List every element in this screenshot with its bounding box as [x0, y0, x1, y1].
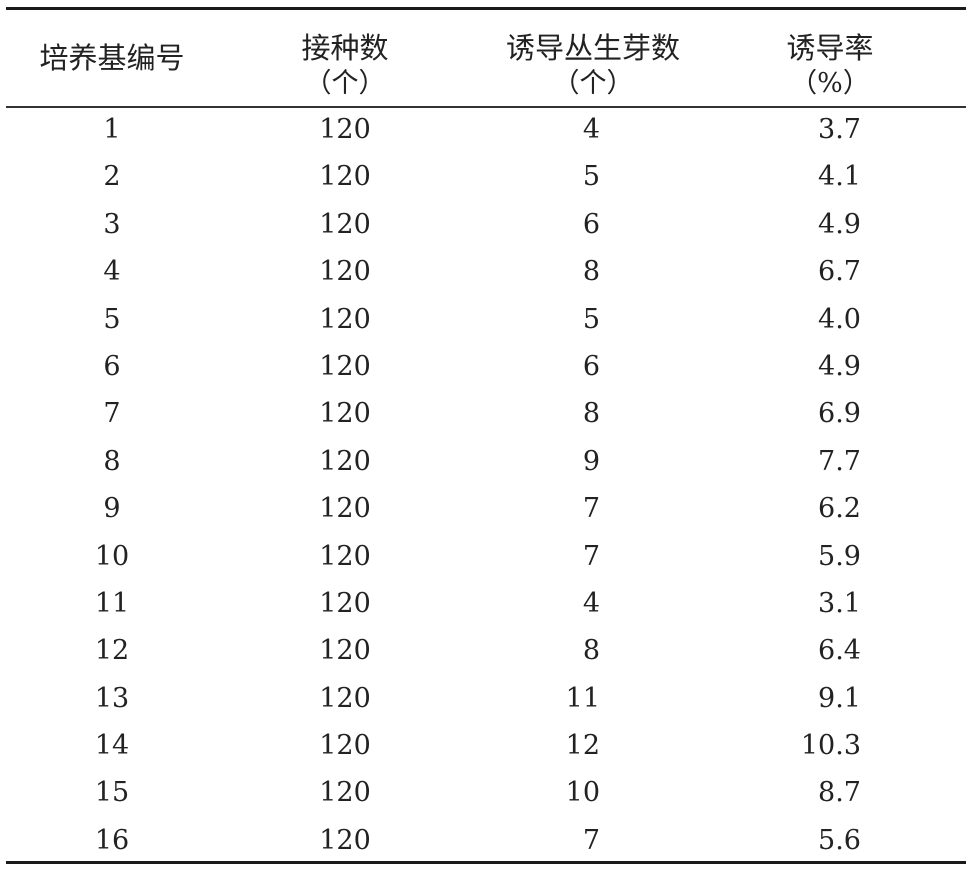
- table-body: 1 120 4 3.7 2 120 5 4.1 3 120 6 4.9 4 120 8 6.7 5 120 5 4.0…: [0, 108, 976, 866]
- cell-medium-number: 3: [103, 208, 121, 240]
- cell-medium-number: 15: [94, 777, 130, 809]
- cell-medium-number: 11: [94, 587, 130, 619]
- cell-inoculation-count: 120: [319, 161, 371, 193]
- cell-induced-shoots: 6: [582, 208, 600, 240]
- cell-medium-number: 2: [103, 161, 121, 193]
- cell-medium-number: 5: [103, 303, 121, 335]
- cell-inoculation-count: 120: [319, 540, 371, 572]
- cell-induction-rate: 3.7: [818, 114, 861, 145]
- cell-induction-rate: 4.9: [818, 208, 861, 240]
- header-induction-rate: 诱导率 （%）: [740, 30, 920, 102]
- cell-induction-rate: 8.7: [818, 777, 861, 809]
- cell-induction-rate: 3.1: [818, 587, 861, 619]
- cell-induced-shoots: 4: [582, 114, 600, 145]
- cell-medium-number: 9: [103, 493, 121, 525]
- cell-medium-number: 8: [103, 445, 121, 477]
- table-row: 13 120 11 9.1: [0, 677, 976, 724]
- cell-medium-number: 13: [94, 682, 130, 714]
- cell-medium-number: 6: [103, 350, 121, 382]
- cell-inoculation-count: 120: [319, 303, 371, 335]
- cell-inoculation-count: 120: [319, 114, 371, 145]
- cell-inoculation-count: 120: [319, 587, 371, 619]
- cell-induced-shoots: 11: [565, 682, 600, 714]
- header-unit: （个）: [552, 68, 634, 99]
- table-row: 10 120 7 5.9: [0, 535, 976, 582]
- cell-induced-shoots: 5: [582, 303, 600, 335]
- table-row: 4 120 8 6.7: [0, 250, 976, 297]
- cell-induced-shoots: 8: [582, 635, 600, 667]
- header-inoculation-count: 接种数 （个）: [245, 30, 445, 102]
- header-induced-shoots: 诱导丛生芽数 （个）: [473, 30, 713, 102]
- cell-induction-rate: 5.6: [818, 824, 861, 856]
- header-unit: （%）: [790, 68, 870, 99]
- cell-medium-number: 16: [94, 824, 130, 856]
- header-medium-number: 培养基编号: [12, 40, 212, 76]
- cell-induced-shoots: 7: [582, 824, 600, 856]
- cell-induced-shoots: 6: [582, 350, 600, 382]
- table-bottom-rule: [6, 861, 966, 864]
- cell-induced-shoots: 12: [565, 730, 600, 762]
- cell-inoculation-count: 120: [319, 350, 371, 382]
- cell-inoculation-count: 120: [319, 635, 371, 667]
- cell-induction-rate: 4.0: [818, 303, 861, 335]
- cell-induced-shoots: 5: [582, 161, 600, 193]
- cell-inoculation-count: 120: [319, 398, 371, 430]
- cell-inoculation-count: 120: [319, 777, 371, 809]
- cell-medium-number: 10: [94, 540, 130, 572]
- cell-inoculation-count: 120: [319, 256, 371, 288]
- cell-induced-shoots: 7: [582, 493, 600, 525]
- table-row: 14 120 12 10.3: [0, 724, 976, 771]
- table-header: 培养基编号 接种数 （个） 诱导丛生芽数 （个） 诱导率 （%）: [0, 10, 976, 106]
- header-label: 接种数: [301, 31, 389, 65]
- table-row: 8 120 9 7.7: [0, 440, 976, 487]
- table-row: 16 120 7 5.6: [0, 819, 976, 866]
- cell-medium-number: 14: [94, 730, 130, 762]
- cell-induced-shoots: 10: [565, 777, 600, 809]
- header-label: 培养基编号: [39, 41, 185, 75]
- cell-induction-rate: 4.9: [818, 350, 861, 382]
- cell-inoculation-count: 120: [319, 493, 371, 525]
- cell-induced-shoots: 9: [582, 445, 600, 477]
- cell-induction-rate: 6.2: [818, 493, 861, 525]
- cell-inoculation-count: 120: [319, 730, 371, 762]
- cell-induced-shoots: 8: [582, 398, 600, 430]
- cell-induction-rate: 6.4: [818, 635, 861, 667]
- cell-induction-rate: 9.1: [818, 682, 861, 714]
- cell-induction-rate: 4.1: [818, 161, 861, 193]
- table-header-rule: [6, 106, 966, 108]
- cell-medium-number: 4: [103, 256, 121, 288]
- table-row: 2 120 5 4.1: [0, 155, 976, 202]
- cell-induction-rate: 6.9: [818, 398, 861, 430]
- cell-inoculation-count: 120: [319, 208, 371, 240]
- table-row: 1 120 4 3.7: [0, 108, 976, 155]
- table-top-rule: [6, 7, 966, 10]
- cell-induced-shoots: 8: [582, 256, 600, 288]
- table-row: 12 120 8 6.4: [0, 629, 976, 676]
- cell-induction-rate: 5.9: [818, 540, 861, 572]
- header-label: 诱导丛生芽数: [505, 31, 680, 65]
- cell-medium-number: 7: [103, 398, 121, 430]
- table-row: 11 120 4 3.1: [0, 582, 976, 629]
- cell-induction-rate: 7.7: [818, 445, 861, 477]
- cell-induced-shoots: 7: [582, 540, 600, 572]
- table-row: 3 120 6 4.9: [0, 203, 976, 250]
- cell-medium-number: 12: [94, 635, 130, 667]
- cell-induction-rate: 6.7: [818, 256, 861, 288]
- header-unit: （个）: [304, 68, 386, 99]
- table-row: 5 120 5 4.0: [0, 298, 976, 345]
- header-label: 诱导率: [786, 31, 874, 65]
- cell-induction-rate: 10.3: [800, 730, 861, 762]
- table-row: 9 120 7 6.2: [0, 487, 976, 534]
- cell-inoculation-count: 120: [319, 682, 371, 714]
- cell-inoculation-count: 120: [319, 824, 371, 856]
- cell-medium-number: 1: [103, 114, 121, 145]
- table-row: 7 120 8 6.9: [0, 392, 976, 439]
- table-row: 6 120 6 4.9: [0, 345, 976, 392]
- table-row: 15 120 10 8.7: [0, 771, 976, 818]
- cell-induced-shoots: 4: [582, 587, 600, 619]
- cell-inoculation-count: 120: [319, 445, 371, 477]
